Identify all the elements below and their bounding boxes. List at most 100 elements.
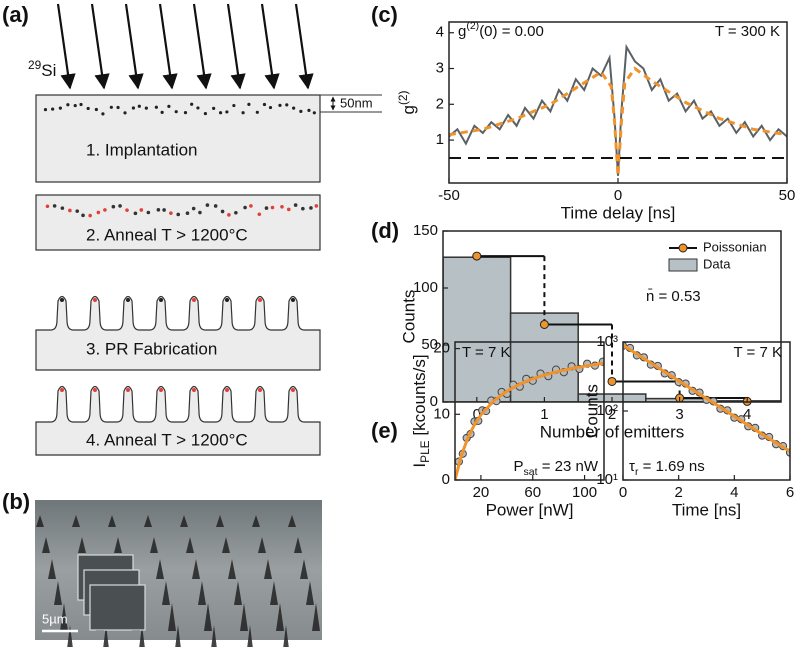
dopant bbox=[75, 209, 80, 213]
y-tick-label: 4 bbox=[436, 24, 444, 41]
dopant bbox=[52, 204, 57, 208]
y-tick-label: 0 bbox=[442, 471, 450, 488]
dopant bbox=[162, 208, 166, 212]
nanopillar bbox=[211, 625, 217, 647]
dopant bbox=[257, 212, 262, 217]
dopant bbox=[212, 106, 216, 111]
text-part: Si bbox=[41, 61, 56, 80]
nanopillar bbox=[252, 515, 260, 527]
text-part: = 1.69 ns bbox=[638, 458, 704, 475]
dopant bbox=[293, 203, 298, 207]
dopant bbox=[218, 111, 223, 115]
annotation: Psat = 23 nW bbox=[514, 458, 599, 478]
nanopillar bbox=[114, 537, 122, 553]
data-line bbox=[449, 66, 787, 176]
step-label: 4. Anneal T > 1200°C bbox=[86, 430, 248, 449]
axes-frame bbox=[454, 341, 605, 481]
text-part: I bbox=[410, 463, 429, 468]
dopant bbox=[167, 104, 171, 108]
nanopillar bbox=[276, 603, 284, 631]
dopant bbox=[45, 204, 50, 209]
nanopillar bbox=[247, 625, 253, 647]
nanopillar bbox=[186, 537, 194, 553]
dopant bbox=[225, 110, 229, 114]
dopant bbox=[144, 106, 148, 110]
dopant bbox=[154, 105, 158, 109]
subscript: sat bbox=[524, 466, 538, 478]
dopant bbox=[190, 102, 194, 106]
dopant bbox=[299, 109, 303, 113]
dopant bbox=[60, 206, 65, 210]
nanopillar bbox=[204, 603, 212, 631]
dopant bbox=[111, 204, 116, 209]
dopant bbox=[176, 212, 181, 217]
x-tick-label: 50 bbox=[779, 187, 796, 204]
ion-arrow bbox=[158, 3, 178, 90]
dopant bbox=[312, 111, 316, 115]
dopant bbox=[118, 204, 122, 208]
nanopillar bbox=[264, 559, 272, 579]
x-tick-label: 0 bbox=[473, 406, 481, 423]
pillar-substrate bbox=[35, 385, 321, 456]
dopant bbox=[146, 210, 151, 215]
scale-label: 5µm bbox=[42, 611, 68, 626]
nanopillar bbox=[192, 559, 200, 579]
y-tick-label: 2 bbox=[436, 95, 444, 112]
dopant bbox=[133, 211, 138, 216]
dopant bbox=[262, 102, 267, 107]
dopant bbox=[280, 205, 284, 209]
text-part: g bbox=[399, 105, 418, 114]
nanopillar bbox=[67, 625, 73, 647]
dopant bbox=[301, 206, 305, 211]
dopant bbox=[94, 107, 98, 112]
legend-swatch bbox=[668, 258, 698, 272]
nanopillar bbox=[294, 537, 302, 553]
nanopillar bbox=[60, 603, 68, 631]
nanopillar bbox=[168, 603, 176, 631]
poisson-point bbox=[472, 251, 482, 261]
dopant bbox=[220, 209, 225, 214]
y-tick-label: 10 bbox=[433, 405, 450, 422]
superscript: (2) bbox=[466, 20, 479, 32]
annotation: T = 7 K bbox=[462, 344, 511, 361]
dopant bbox=[116, 105, 120, 110]
poisson-point bbox=[607, 376, 617, 386]
dopant bbox=[156, 208, 161, 212]
dopant bbox=[160, 110, 164, 114]
x-axis-label: Power [nW] bbox=[486, 500, 574, 519]
y-tick-label: 10¹ bbox=[596, 471, 618, 488]
nanopillar bbox=[103, 625, 109, 647]
nanopillar bbox=[108, 515, 116, 527]
emitter bbox=[126, 298, 130, 302]
superscript: (2) bbox=[396, 90, 410, 105]
annotation: T = 300 K bbox=[715, 23, 780, 40]
mesa bbox=[89, 584, 146, 631]
y-tick-label: 20 bbox=[433, 340, 450, 357]
dopant bbox=[232, 103, 236, 108]
nanopillar bbox=[42, 537, 50, 553]
x-axis-label: Time [ns] bbox=[672, 500, 741, 519]
dopant bbox=[191, 206, 196, 211]
y-tick-label: 50 bbox=[421, 336, 438, 353]
nanopillar bbox=[240, 603, 248, 631]
ion-arrow bbox=[192, 3, 212, 90]
y-axis-label: g(2) bbox=[396, 90, 418, 114]
x-tick-label: 1 bbox=[540, 406, 548, 423]
dopant bbox=[88, 213, 92, 218]
dopant bbox=[286, 207, 291, 212]
x-tick-label: 4 bbox=[743, 406, 751, 423]
dopant bbox=[309, 206, 313, 210]
nanopillar bbox=[228, 559, 236, 579]
fit-line bbox=[623, 343, 790, 453]
emitter bbox=[258, 388, 262, 392]
x-tick-label: 4 bbox=[730, 484, 738, 501]
nanopillar bbox=[175, 625, 181, 647]
nanopillar bbox=[72, 515, 80, 527]
subscript: r bbox=[635, 466, 639, 478]
dopant bbox=[278, 103, 282, 107]
dopant bbox=[307, 108, 311, 112]
dopant bbox=[249, 204, 253, 208]
emitter bbox=[159, 298, 163, 302]
x-tick-label: 0 bbox=[614, 187, 622, 204]
text-part: (0) = 0.00 bbox=[479, 23, 544, 40]
